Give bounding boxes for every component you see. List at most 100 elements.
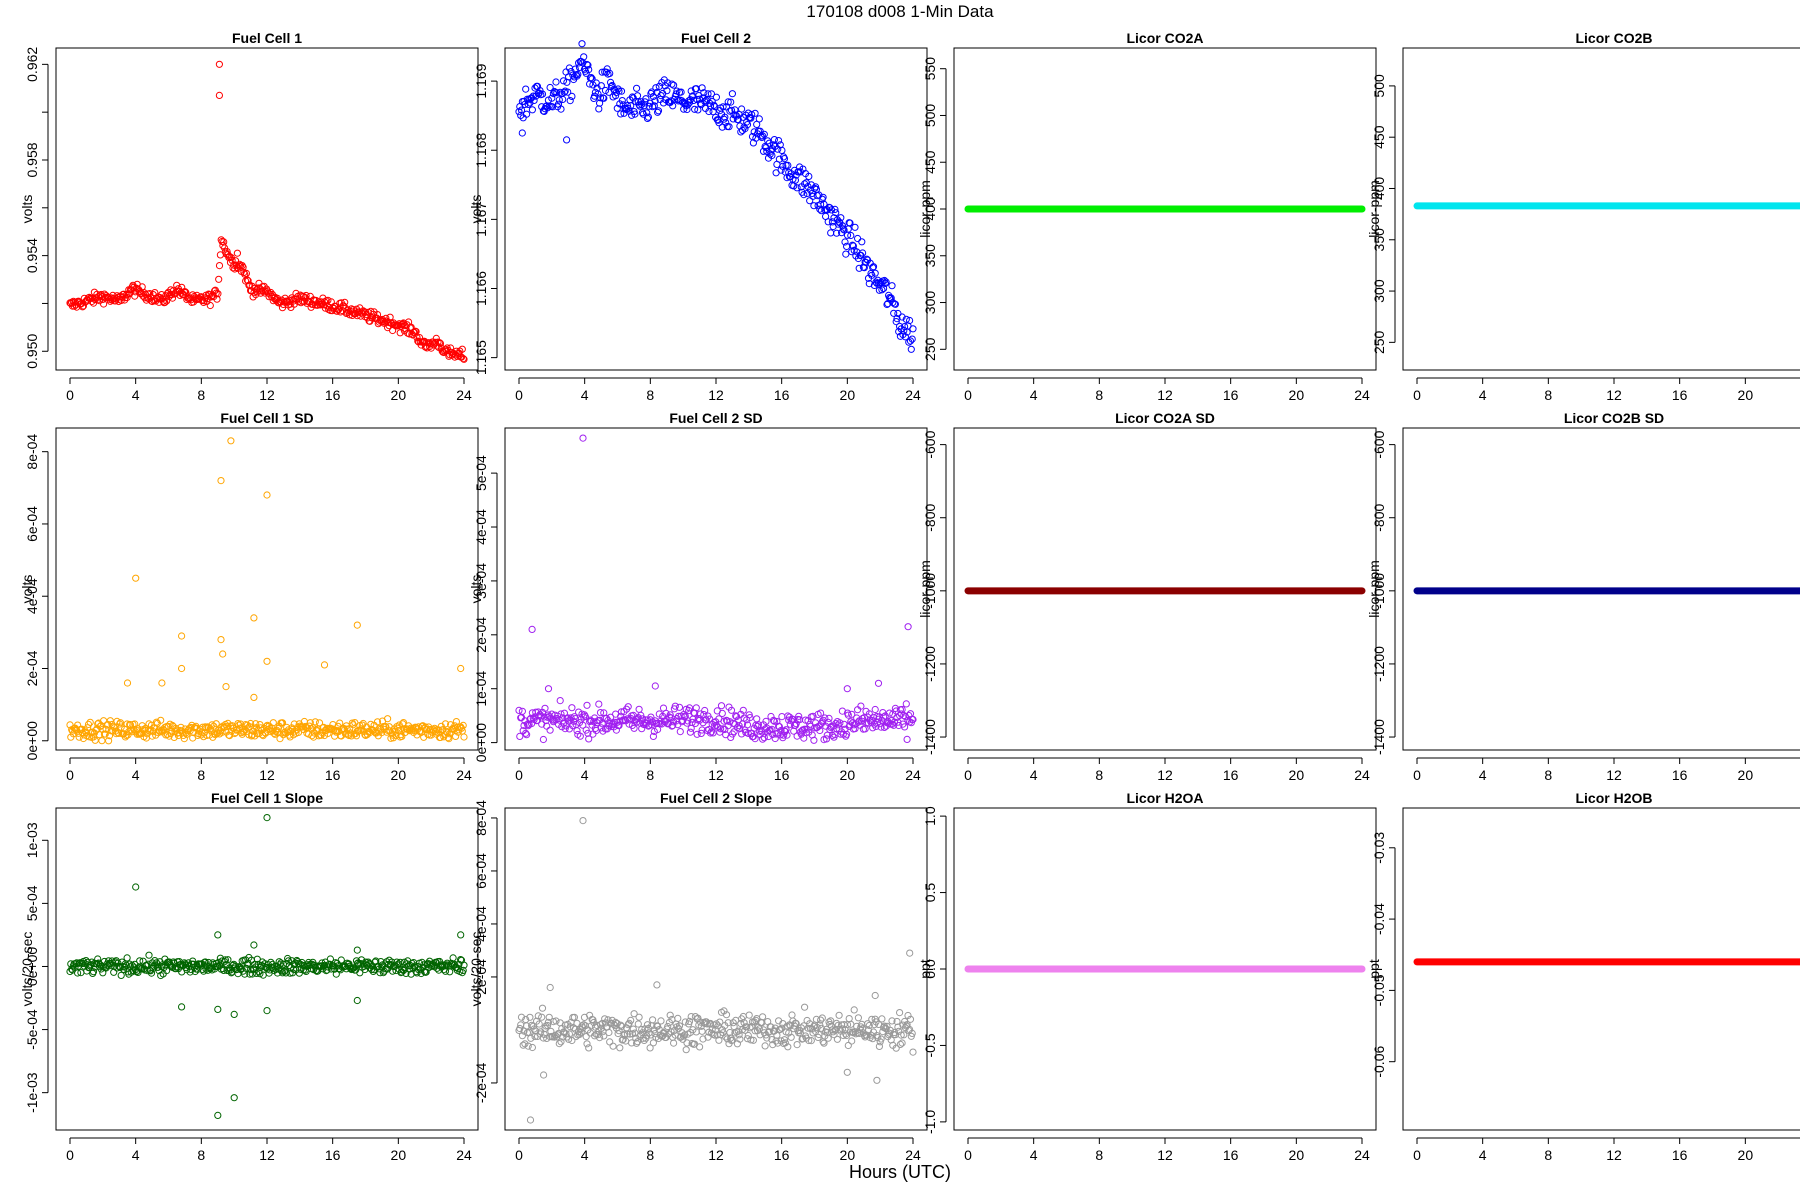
data-point <box>822 735 831 743</box>
outlier-point <box>457 931 465 939</box>
data-point <box>712 721 721 729</box>
x-tick-label: 16 <box>1672 767 1688 783</box>
data-point <box>840 1021 848 1029</box>
y-tick-label: 4e-04 <box>24 578 40 614</box>
data-point <box>269 719 277 727</box>
chart-title: Fuel Cell 1 <box>232 30 302 46</box>
data-point <box>864 1020 872 1028</box>
data-point <box>644 113 653 121</box>
x-tick-label: 8 <box>1544 387 1552 403</box>
data-point <box>670 1039 678 1047</box>
data-point <box>446 968 454 976</box>
data-point <box>361 965 369 974</box>
data-point <box>700 89 708 97</box>
outlier-point <box>123 679 132 687</box>
x-tick-label: 24 <box>456 767 472 783</box>
data-point <box>602 68 611 76</box>
outlier-point <box>563 136 571 144</box>
data-point <box>888 1017 896 1025</box>
data-point <box>717 725 725 733</box>
data-point <box>775 155 784 163</box>
y-tick-label: 6e-04 <box>24 506 40 542</box>
plot-frame <box>504 47 928 371</box>
outlier-point <box>540 1071 548 1079</box>
x-tick-label: 4 <box>132 1147 140 1163</box>
data-point <box>675 703 684 711</box>
data-point <box>559 714 567 722</box>
data-point <box>692 704 700 712</box>
data-point <box>189 957 197 965</box>
data-point <box>282 969 290 977</box>
y-axis-label: volts <box>19 575 35 604</box>
plot-frame <box>55 47 479 371</box>
data-point <box>829 1028 837 1036</box>
x-tick-label: 20 <box>840 1147 856 1163</box>
data-point <box>435 726 443 734</box>
data-point <box>635 1013 643 1021</box>
data-points <box>515 40 917 353</box>
data-point <box>880 713 888 721</box>
data-point <box>457 956 465 964</box>
data-point <box>890 309 898 317</box>
x-tick-label: 16 <box>325 767 341 783</box>
data-point <box>184 959 193 967</box>
data-point <box>685 704 694 712</box>
data-point <box>555 1040 563 1048</box>
data-point <box>675 1022 684 1030</box>
data-point <box>857 702 865 710</box>
data-point <box>556 88 564 96</box>
data-point <box>634 1020 642 1028</box>
y-tick-label: 0.5 <box>922 883 938 903</box>
data-point <box>528 1043 537 1052</box>
data-point <box>568 1036 576 1045</box>
data-point <box>207 293 215 301</box>
data-point <box>885 709 894 717</box>
data-point <box>617 87 626 95</box>
data-point <box>771 1024 779 1032</box>
data-point <box>552 1017 560 1025</box>
data-point <box>539 735 548 744</box>
data-point <box>906 1015 915 1023</box>
y-tick-label: 400 <box>922 197 938 221</box>
data-point <box>680 1032 688 1040</box>
chart-panel-8: Licor CO2B SDlicor-ppm04812162024-1400-1… <box>1366 410 1800 783</box>
data-point <box>582 69 590 77</box>
data-point <box>643 1021 652 1029</box>
data-point <box>568 92 576 101</box>
outlier-point <box>457 664 465 673</box>
data-point <box>557 105 565 113</box>
data-point <box>246 970 254 978</box>
data-point <box>844 1041 852 1050</box>
y-axis: 0e+00 2e-04 4e-04 6e-04 8e-04 <box>24 434 49 760</box>
y-tick-label: 500 <box>922 104 938 128</box>
data-point <box>573 727 581 735</box>
plot-frame <box>953 47 1377 371</box>
data-point <box>654 107 663 115</box>
outlier-point <box>178 664 186 673</box>
x-tick-label: 8 <box>197 767 205 783</box>
y-tick-label: 1.168 <box>473 133 489 168</box>
y-tick-label: 450 <box>1371 125 1387 149</box>
data-point <box>110 723 118 731</box>
data-point <box>784 1043 792 1051</box>
data-point <box>644 722 653 730</box>
y-axis: -0.06 -0.05 -0.04 -0.03 <box>1371 832 1396 1078</box>
x-tick-label: 20 <box>1738 387 1754 403</box>
data-point <box>727 98 735 106</box>
y-axis-label: volts/20-sec <box>19 932 35 1007</box>
data-point <box>600 1032 608 1040</box>
outlier-point <box>263 814 271 822</box>
data-point <box>310 733 318 741</box>
data-point <box>544 1018 553 1026</box>
data-point <box>627 102 635 110</box>
data-point <box>729 1019 737 1027</box>
data-point <box>854 1014 863 1022</box>
data-point <box>860 264 868 272</box>
data-point <box>783 731 791 739</box>
data-point <box>886 1026 894 1034</box>
data-point <box>671 702 679 710</box>
data-point <box>779 162 787 170</box>
data-point <box>827 1017 835 1025</box>
x-tick-label: 4 <box>1030 1147 1038 1163</box>
